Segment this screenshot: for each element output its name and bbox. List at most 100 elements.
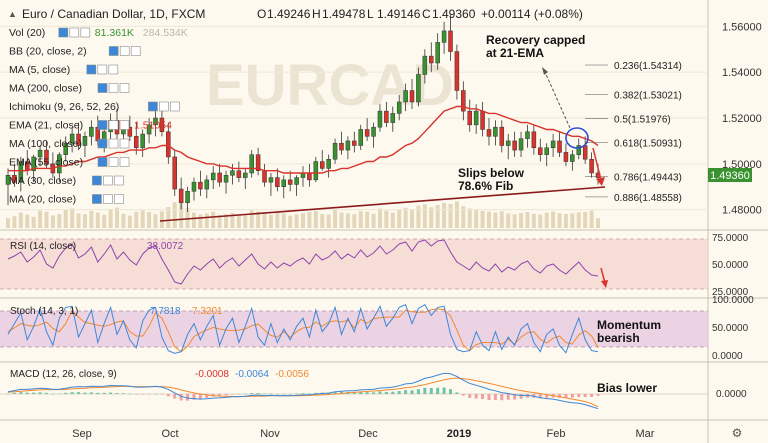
- candle-body[interactable]: [217, 172, 222, 183]
- candle-body[interactable]: [262, 170, 267, 183]
- remove-icon[interactable]: [119, 83, 130, 93]
- candle-body[interactable]: [172, 156, 177, 190]
- candle-body[interactable]: [287, 179, 293, 185]
- candle-body[interactable]: [236, 170, 242, 178]
- candle-body[interactable]: [319, 161, 325, 169]
- candle-body[interactable]: [352, 140, 357, 146]
- candle-body[interactable]: [384, 110, 389, 123]
- candle-body[interactable]: [307, 172, 312, 181]
- candle-body[interactable]: [268, 177, 274, 183]
- candle-body[interactable]: [191, 181, 197, 192]
- candle-body[interactable]: [589, 159, 594, 174]
- visibility-toggle-icon[interactable]: [97, 120, 108, 130]
- candle-body[interactable]: [493, 126, 498, 137]
- candle-body[interactable]: [339, 142, 344, 151]
- candle-body[interactable]: [538, 147, 543, 155]
- candle-body[interactable]: [364, 129, 370, 137]
- visibility-toggle-icon[interactable]: [92, 175, 102, 186]
- candle-body[interactable]: [499, 126, 505, 146]
- visibility-toggle-icon[interactable]: [97, 138, 108, 149]
- candle-body[interactable]: [76, 133, 81, 146]
- candle-body[interactable]: [396, 101, 402, 114]
- candle-body[interactable]: [371, 126, 376, 137]
- candle-body[interactable]: [473, 110, 479, 126]
- candle-body[interactable]: [210, 172, 216, 181]
- settings-icon[interactable]: [97, 64, 108, 75]
- candle-body[interactable]: [57, 154, 62, 174]
- remove-icon[interactable]: [108, 64, 119, 75]
- candle-body[interactable]: [550, 140, 556, 149]
- candle-body[interactable]: [198, 181, 203, 190]
- candle-body[interactable]: [159, 117, 165, 132]
- visibility-toggle-icon[interactable]: [58, 27, 69, 38]
- visibility-toggle-icon[interactable]: [97, 157, 108, 167]
- candle-body[interactable]: [89, 126, 94, 137]
- candle-body[interactable]: [31, 156, 36, 171]
- candlesticks[interactable]: [5, 14, 601, 212]
- candle-body[interactable]: [429, 55, 434, 64]
- settings-gear-icon[interactable]: ⚙: [732, 426, 743, 440]
- candle-body[interactable]: [390, 113, 396, 123]
- visibility-toggle-icon[interactable]: [108, 46, 119, 56]
- settings-icon[interactable]: [103, 175, 113, 186]
- candle-body[interactable]: [461, 90, 466, 112]
- candle-body[interactable]: [409, 90, 415, 103]
- candle-body[interactable]: [448, 30, 453, 52]
- collapse-icon[interactable]: ▲: [8, 9, 17, 19]
- indicator-label[interactable]: MA (30, close): [9, 175, 76, 187]
- candle-body[interactable]: [243, 172, 248, 178]
- candle-body[interactable]: [178, 188, 184, 204]
- indicator-label[interactable]: Vol (20): [9, 27, 45, 39]
- candle-body[interactable]: [467, 110, 472, 126]
- macd-label[interactable]: MACD (12, 26, close, 9): [10, 369, 117, 380]
- candle-body[interactable]: [69, 133, 75, 144]
- candle-body[interactable]: [185, 191, 190, 204]
- candle-body[interactable]: [441, 30, 447, 43]
- indicator-label[interactable]: BB (20, close, 2): [9, 46, 87, 58]
- candle-body[interactable]: [345, 140, 351, 151]
- candle-body[interactable]: [82, 136, 88, 146]
- candle-body[interactable]: [255, 154, 261, 171]
- candle-body[interactable]: [377, 110, 383, 128]
- remove-icon[interactable]: [130, 46, 141, 56]
- candle-body[interactable]: [223, 175, 229, 183]
- settings-icon[interactable]: [119, 46, 130, 56]
- rsi-label[interactable]: RSI (14, close): [10, 241, 76, 252]
- candle-body[interactable]: [134, 136, 139, 149]
- candle-body[interactable]: [525, 131, 530, 139]
- settings-icon[interactable]: [108, 83, 119, 93]
- candle-body[interactable]: [146, 124, 152, 135]
- settings-icon[interactable]: [108, 157, 119, 167]
- candle-body[interactable]: [332, 142, 338, 160]
- candle-body[interactable]: [403, 90, 408, 103]
- candle-body[interactable]: [416, 74, 421, 103]
- candle-body[interactable]: [435, 42, 440, 64]
- settings-icon[interactable]: [69, 27, 80, 38]
- candle-body[interactable]: [531, 131, 537, 149]
- settings-icon[interactable]: [108, 138, 119, 149]
- indicator-label[interactable]: MA (200, close): [9, 83, 82, 95]
- settings-icon[interactable]: [108, 120, 119, 130]
- candle-body[interactable]: [454, 51, 460, 91]
- stoch-label[interactable]: Stoch (14, 3, 1): [10, 306, 78, 317]
- candle-body[interactable]: [166, 131, 171, 158]
- candle-body[interactable]: [12, 175, 17, 183]
- indicator-label[interactable]: MA (100, close): [9, 138, 82, 150]
- candle-body[interactable]: [422, 55, 428, 75]
- candle-body[interactable]: [480, 110, 485, 130]
- candle-body[interactable]: [358, 129, 363, 146]
- candle-body[interactable]: [294, 177, 299, 185]
- candle-body[interactable]: [576, 145, 582, 155]
- candle-body[interactable]: [512, 140, 517, 151]
- time-axis[interactable]: Sep Oct Nov Dec 2019 Feb Mar: [72, 428, 655, 440]
- visibility-toggle-icon[interactable]: [92, 194, 102, 204]
- settings-icon[interactable]: [103, 194, 113, 204]
- visibility-toggle-icon[interactable]: [86, 64, 97, 75]
- remove-icon[interactable]: [119, 157, 130, 167]
- candle-body[interactable]: [249, 154, 254, 174]
- candle-body[interactable]: [326, 159, 331, 169]
- candle-body[interactable]: [582, 145, 588, 160]
- indicator-label[interactable]: MA (5, close): [9, 64, 70, 76]
- candle-body[interactable]: [505, 140, 511, 146]
- remove-icon[interactable]: [114, 194, 124, 204]
